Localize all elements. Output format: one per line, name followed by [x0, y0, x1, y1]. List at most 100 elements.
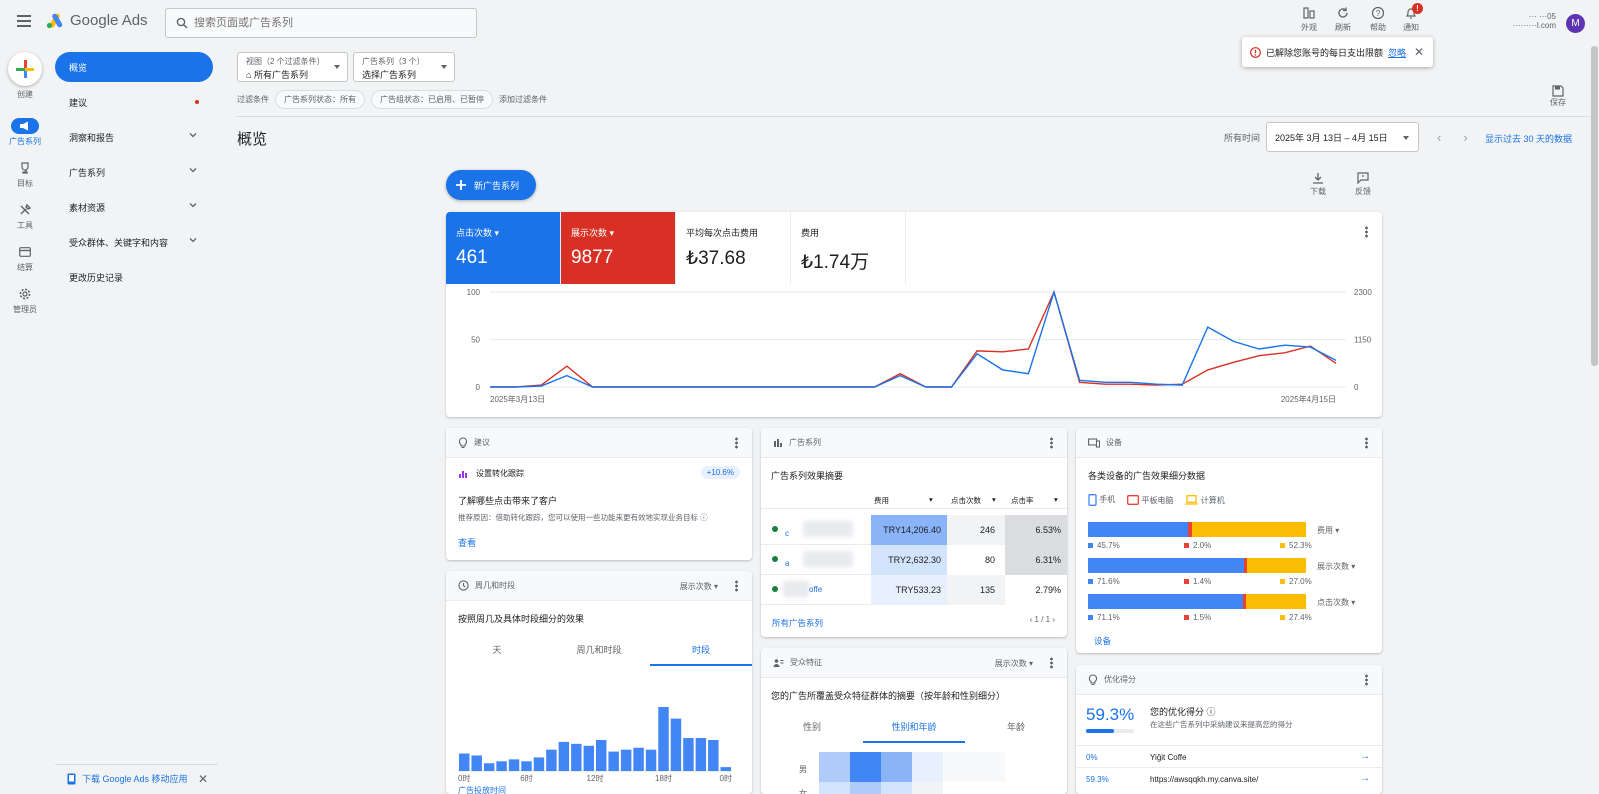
hour-bar[interactable]: [496, 761, 507, 771]
hour-bar[interactable]: [583, 745, 594, 771]
device-metric-select[interactable]: 点击次数 ▾: [1317, 598, 1356, 607]
col-ctr[interactable]: 点击率: [1011, 496, 1034, 505]
more-options-icon[interactable]: [1050, 437, 1053, 449]
heat-cell[interactable]: [881, 752, 912, 782]
hour-bar[interactable]: [571, 743, 582, 771]
appearance-button[interactable]: 外观: [1295, 6, 1323, 33]
nav-item-assets[interactable]: 素材资源: [55, 192, 213, 222]
sort-caret-icon[interactable]: ▾: [929, 495, 933, 504]
table-row[interactable]: a TRY2,632.30 80 6.31%: [761, 545, 1067, 575]
sort-caret-icon[interactable]: ▾: [992, 495, 996, 504]
more-options-icon[interactable]: [1365, 437, 1368, 449]
rail-item-tools[interactable]: 工具: [0, 202, 50, 231]
rail-item-campaigns[interactable]: 广告系列: [0, 118, 50, 147]
hour-bar[interactable]: [558, 741, 570, 771]
device-metric-select[interactable]: 费用 ▾: [1317, 526, 1340, 535]
notifications-button[interactable]: 通知 !: [1397, 3, 1425, 33]
hour-bar[interactable]: [521, 761, 532, 771]
sort-caret-icon[interactable]: ▾: [1054, 495, 1058, 504]
campaign-name[interactable]: a: [785, 559, 790, 568]
hour-bar[interactable]: [658, 707, 669, 771]
prev-page-icon[interactable]: ‹: [1029, 615, 1035, 624]
add-filter-link[interactable]: 添加过滤条件: [499, 95, 547, 104]
recommendation-item[interactable]: 设置转化跟踪: [458, 468, 524, 479]
mobile-app-banner[interactable]: 下载 Google Ads 移动应用 ✕: [55, 764, 218, 792]
heat-cell[interactable]: [819, 782, 850, 794]
more-options-icon[interactable]: [1365, 226, 1368, 238]
hour-bar[interactable]: [708, 739, 719, 771]
view-link[interactable]: 查看: [458, 538, 477, 548]
campaign-name[interactable]: offe: [809, 585, 823, 594]
hour-bar[interactable]: [546, 749, 557, 771]
hour-bar[interactable]: [683, 738, 694, 771]
hour-bar[interactable]: [633, 747, 644, 771]
nav-item-campaigns[interactable]: 广告系列: [55, 157, 213, 187]
rail-item-goals[interactable]: 目标: [0, 160, 50, 189]
new-campaign-button[interactable]: 新广告系列: [446, 170, 536, 200]
metric-cost[interactable]: 费用 ₺1.74万: [791, 212, 906, 284]
all-campaigns-link[interactable]: 所有广告系列: [772, 618, 824, 628]
date-range-picker[interactable]: 2025年 3月 13日 – 4月 15日: [1266, 122, 1420, 152]
rail-item-admin[interactable]: 管理员: [0, 286, 50, 315]
more-options-icon[interactable]: [735, 437, 738, 449]
hour-bar[interactable]: [645, 749, 657, 771]
last-30-days-link[interactable]: 显示过去 30 天的数据: [1485, 134, 1573, 144]
tab-day[interactable]: 天: [492, 645, 502, 655]
hour-bar[interactable]: [620, 749, 632, 771]
list-item[interactable]: 59.3% https://awsqqkh.my.canva.site/ →: [1076, 767, 1382, 789]
help-button[interactable]: ? 帮助: [1364, 6, 1392, 33]
nav-item-insights[interactable]: 洞察和报告: [55, 122, 213, 152]
google-ads-logo[interactable]: Google Ads: [46, 12, 148, 29]
nav-item-recommendations[interactable]: 建议: [55, 87, 213, 117]
create-label-item[interactable]: 创建: [0, 89, 50, 100]
prev-period-icon[interactable]: ‹: [1437, 129, 1442, 145]
next-period-icon[interactable]: ›: [1463, 129, 1468, 145]
view-selector[interactable]: 视图（2 个过滤条件） ⌂ 所有广告系列: [237, 52, 348, 82]
metric-impressions[interactable]: 展示次数 ▾ 9877: [561, 212, 676, 284]
metric-select[interactable]: 展示次数 ▾: [679, 582, 718, 591]
ad-schedule-link[interactable]: 广告投放时间: [458, 786, 506, 794]
download-button[interactable]: 下载: [1310, 172, 1326, 197]
hour-bar[interactable]: [483, 763, 495, 771]
heat-cell[interactable]: [912, 782, 943, 794]
tab-gender[interactable]: 性别: [802, 722, 821, 732]
heat-cell[interactable]: [912, 752, 943, 782]
search-box[interactable]: [165, 8, 477, 38]
device-stacked-bar[interactable]: [1088, 522, 1306, 537]
metric-select[interactable]: 展示次数 ▾: [994, 659, 1033, 668]
nav-item-audiences[interactable]: 受众群体、关键字和内容: [55, 227, 213, 257]
filter-chip-adgroup-status[interactable]: 广告组状态：已启用、已暂停: [371, 90, 493, 109]
more-options-icon[interactable]: [735, 580, 738, 592]
metric-clicks[interactable]: 点击次数 ▾ 461: [446, 212, 561, 284]
feedback-button[interactable]: 反馈: [1355, 172, 1371, 197]
create-button[interactable]: [8, 52, 42, 86]
heat-cell[interactable]: [819, 752, 850, 782]
hour-bar[interactable]: [533, 757, 545, 771]
refresh-button[interactable]: 刷新: [1329, 6, 1357, 33]
arrow-right-icon[interactable]: →: [1360, 751, 1370, 762]
menu-icon[interactable]: [17, 15, 31, 27]
series-line-clicks[interactable]: [490, 289, 1337, 388]
more-options-icon[interactable]: [1365, 674, 1368, 686]
hour-bar[interactable]: [695, 738, 707, 771]
hour-bar[interactable]: [608, 751, 619, 771]
scrollbar[interactable]: [1591, 46, 1598, 366]
hour-bar[interactable]: [459, 753, 470, 771]
table-row[interactable]: c TRY14,206.40 246 6.53%: [761, 515, 1067, 545]
device-stacked-bar[interactable]: [1088, 558, 1306, 573]
hour-bar[interactable]: [720, 767, 731, 771]
tab-weekday-time[interactable]: 周几和时段: [576, 645, 622, 655]
devices-link[interactable]: 设备: [1094, 636, 1112, 646]
table-row[interactable]: offe TRY533.23 135 2.79%: [761, 575, 1067, 605]
rail-item-billing[interactable]: 结算: [0, 244, 50, 273]
save-button[interactable]: 保存: [1550, 85, 1566, 108]
heat-cell[interactable]: [881, 782, 912, 794]
col-cost[interactable]: 费用: [874, 496, 889, 505]
heat-cell[interactable]: [850, 752, 881, 782]
arrow-right-icon[interactable]: →: [1360, 773, 1370, 784]
account-info[interactable]: ··· ···05 ·········l.com: [1476, 12, 1556, 30]
hour-bar[interactable]: [596, 739, 607, 771]
next-page-icon[interactable]: ›: [1050, 615, 1055, 624]
device-stacked-bar[interactable]: [1088, 594, 1306, 609]
close-icon[interactable]: ✕: [197, 771, 208, 786]
